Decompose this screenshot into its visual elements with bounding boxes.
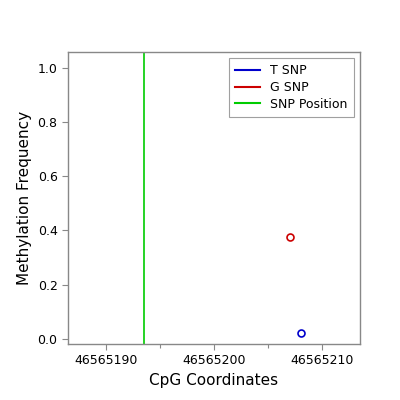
Y-axis label: Methylation Frequency: Methylation Frequency xyxy=(17,111,32,285)
Legend: T SNP, G SNP, SNP Position: T SNP, G SNP, SNP Position xyxy=(229,58,354,117)
X-axis label: CpG Coordinates: CpG Coordinates xyxy=(150,373,278,388)
